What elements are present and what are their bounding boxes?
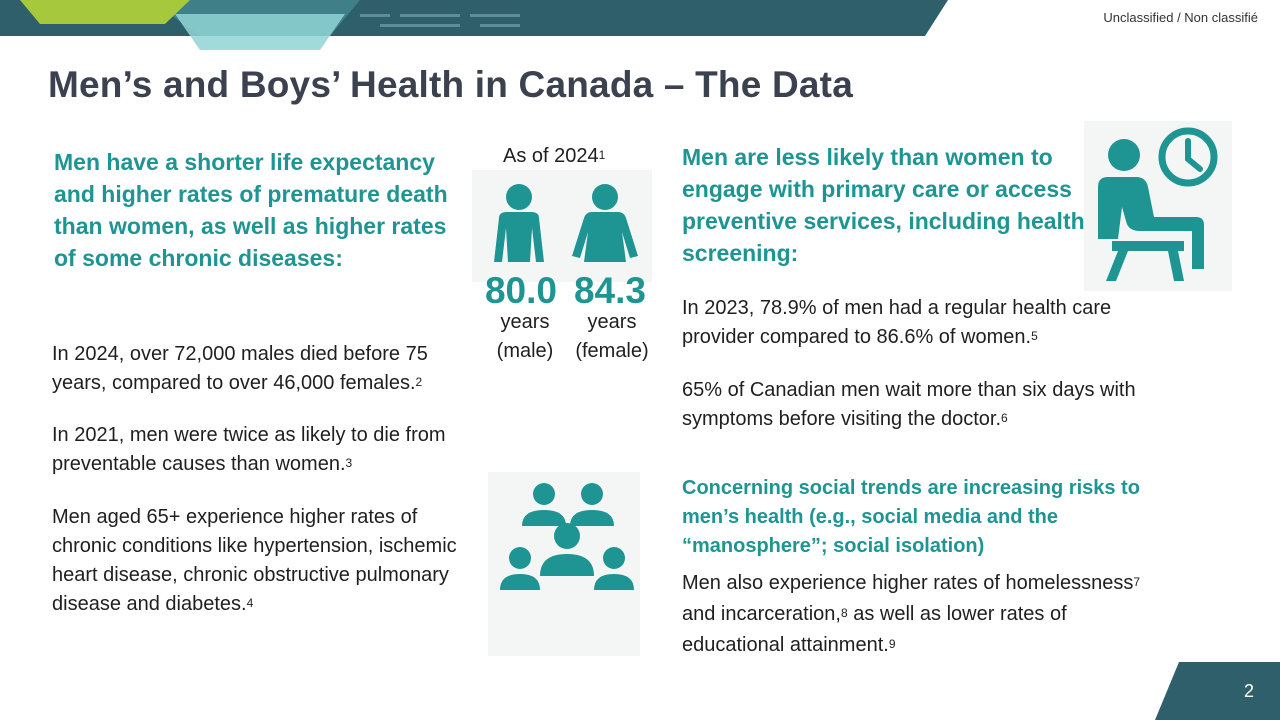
male-unit-label: years (male) — [480, 308, 570, 366]
stat-preventable-causes-text: In 2021, men were twice as likely to die… — [52, 424, 446, 475]
footnote-ref: 9 — [888, 637, 896, 651]
male-female-icons — [494, 184, 638, 262]
stat-regular-provider-text: In 2023, 78.9% of men had a regular heal… — [682, 297, 1112, 348]
clock-icon — [1158, 127, 1218, 187]
stat-wait-time-text: 65% of Canadian men wait more than six d… — [682, 379, 1136, 430]
stat-wait-time: 65% of Canadian men wait more than six d… — [682, 376, 1152, 436]
person-waiting-clock-icon — [1098, 127, 1218, 281]
stat-chronic-conditions-text: Men aged 65+ experience higher rates of … — [52, 506, 457, 615]
footnote-ref: 6 — [1001, 411, 1008, 425]
page-number: 2 — [1243, 681, 1254, 701]
page-number-corner — [1155, 662, 1280, 720]
male-unit-sex: (male) — [496, 340, 554, 362]
footnote-ref: 1 — [598, 148, 606, 162]
classification-label: Unclassified / Non classifié — [1103, 10, 1258, 25]
group-icon-panel — [488, 472, 640, 656]
as-of-label: As of 20241 — [503, 145, 605, 168]
waiting-icon-panel — [1084, 121, 1232, 291]
female-life-expectancy: 84.3 — [573, 270, 646, 311]
footnote-ref: 8 — [840, 606, 848, 620]
stat-chronic-conditions: Men aged 65+ experience higher rates of … — [52, 503, 482, 621]
group-of-people-icon — [500, 483, 634, 590]
social-text-c: as well as lower rates of educational at… — [682, 603, 1067, 656]
footnote-ref: 2 — [415, 375, 423, 389]
female-person-icon — [572, 184, 638, 262]
stat-regular-provider: In 2023, 78.9% of men had a regular heal… — [682, 294, 1162, 354]
stat-premature-deaths-text: In 2024, over 72,000 males died before 7… — [52, 343, 428, 394]
female-unit-sex: (female) — [575, 340, 649, 362]
as-of-text: As of 2024 — [503, 145, 599, 167]
social-text-b: and incarceration, — [682, 603, 841, 625]
female-unit-years: years — [587, 311, 637, 333]
page-title: Men’s and Boys’ Health in Canada – The D… — [48, 64, 853, 105]
social-trends-heading: Concerning social trends are increasing … — [682, 477, 1140, 557]
footnote-ref: 3 — [345, 456, 353, 470]
people-icon-panel — [472, 170, 652, 282]
male-person-icon — [494, 184, 544, 262]
top-banner — [0, 0, 948, 50]
right-heading: Men are less likely than women to engage… — [682, 144, 1085, 266]
stat-premature-deaths: In 2024, over 72,000 males died before 7… — [52, 340, 472, 400]
social-text-a: Men also experience higher rates of home… — [682, 572, 1134, 594]
footnote-ref: 7 — [1133, 575, 1141, 589]
female-unit-label: years (female) — [567, 308, 657, 366]
stat-preventable-causes: In 2021, men were twice as likely to die… — [52, 421, 472, 481]
footnote-ref: 4 — [246, 596, 254, 610]
male-life-expectancy: 80.0 — [484, 270, 557, 311]
male-unit-years: years — [500, 311, 550, 333]
footnote-ref: 5 — [1031, 329, 1038, 343]
stat-social-outcomes: Men also experience higher rates of home… — [682, 569, 1152, 662]
left-heading: Men have a shorter life expectancy and h… — [54, 149, 448, 271]
